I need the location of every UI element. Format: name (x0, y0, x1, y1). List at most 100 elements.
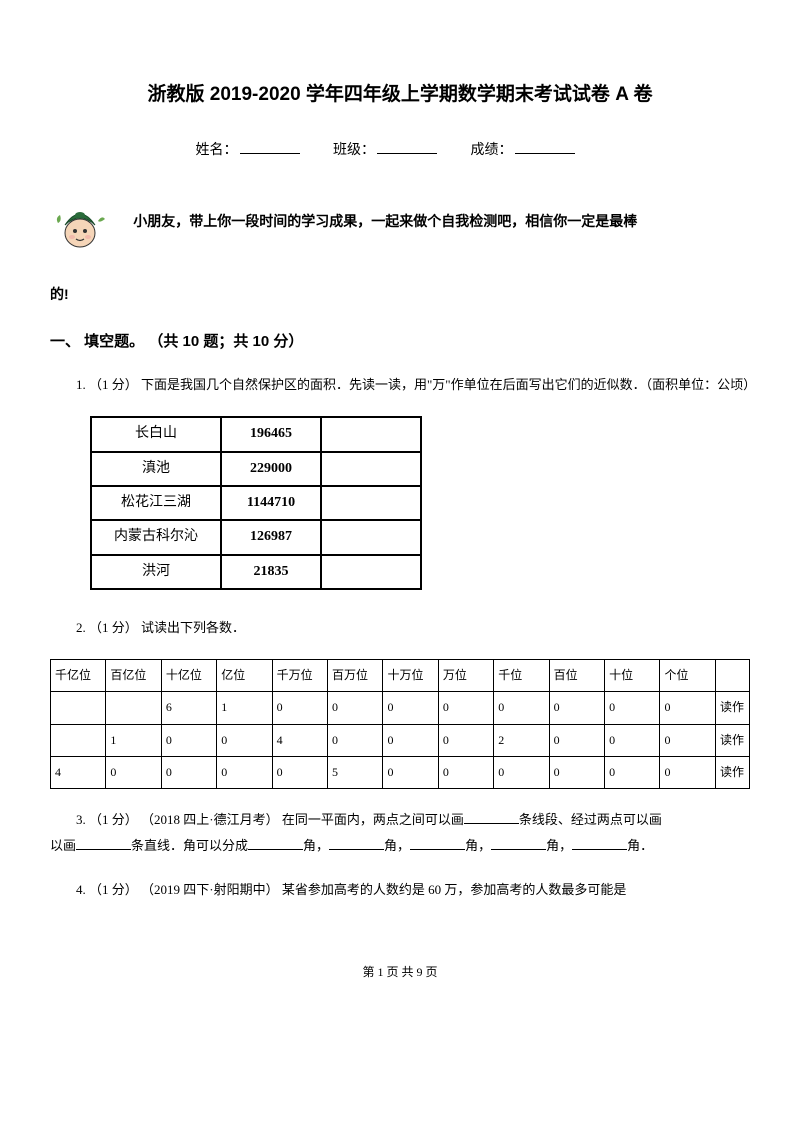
place-value-cell: 0 (660, 756, 716, 788)
place-value-cell: 0 (217, 724, 272, 756)
reserve-answer-cell[interactable] (321, 452, 421, 486)
table-row: 6100000000读作 (51, 692, 750, 724)
place-value-cell: 4 (51, 756, 106, 788)
place-value-cell: 0 (494, 692, 549, 724)
intro-text-1: 小朋友，带上你一段时间的学习成果，一起来做个自我检测吧，相信你一定是最棒 (133, 213, 637, 229)
reserve-answer-cell[interactable] (321, 555, 421, 589)
reserve-answer-cell[interactable] (321, 520, 421, 554)
place-value-cell: 0 (328, 692, 383, 724)
section-1-heading: 一、 填空题。 （共 10 题；共 10 分） (50, 330, 750, 354)
place-value-cell (106, 692, 161, 724)
question-2: 2. （1 分） 试读出下列各数． (50, 615, 750, 641)
q3-blank-2[interactable] (76, 849, 131, 850)
reserve-area-table: 长白山196465滇池229000松花江三湖1144710内蒙古科尔沁12698… (90, 416, 422, 590)
place-value-cell: 2 (494, 724, 549, 756)
place-value-cell: 0 (438, 692, 493, 724)
table-row: 松花江三湖1144710 (91, 486, 421, 520)
class-label: 班级： (333, 143, 375, 158)
place-header-cell: 百万位 (328, 660, 383, 692)
q3-mid1: 条线段、经过两点可以画 (519, 812, 662, 827)
table-row: 滇池229000 (91, 452, 421, 486)
intro-row: 小朋友，带上你一段时间的学习成果，一起来做个自我检测吧，相信你一定是最棒 (50, 193, 750, 253)
table-row: 10040002000读作 (51, 724, 750, 756)
place-value-cell: 0 (161, 724, 216, 756)
q3-line2-prefix: 以画 (50, 838, 76, 853)
place-value-cell: 读作 (716, 756, 750, 788)
place-header-cell: 个位 (660, 660, 716, 692)
q3-blank-3[interactable] (248, 849, 303, 850)
place-header-cell: 千位 (494, 660, 549, 692)
table-row: 长白山196465 (91, 417, 421, 451)
reserve-area-cell: 126987 (221, 520, 321, 554)
page-footer: 第 1 页 共 9 页 (50, 963, 750, 982)
name-label: 姓名： (196, 143, 238, 158)
table-row: 洪河21835 (91, 555, 421, 589)
intro-text-2: 的! (50, 283, 750, 305)
place-header-cell: 千万位 (272, 660, 327, 692)
place-value-cell: 0 (660, 724, 716, 756)
place-header-cell: 万位 (438, 660, 493, 692)
score-blank[interactable] (515, 153, 575, 154)
table-row: 内蒙古科尔沁126987 (91, 520, 421, 554)
place-value-cell: 0 (605, 692, 660, 724)
place-value-cell: 0 (549, 692, 604, 724)
place-value-cell: 0 (328, 724, 383, 756)
place-value-cell: 0 (549, 724, 604, 756)
table-row: 400005000000读作 (51, 756, 750, 788)
place-value-cell: 5 (328, 756, 383, 788)
exam-title: 浙教版 2019-2020 学年四年级上学期数学期末考试试卷 A 卷 (50, 80, 750, 110)
student-info-row: 姓名： 班级： 成绩： (50, 140, 750, 162)
place-header-cell: 十位 (605, 660, 660, 692)
question-3: 3. （1 分） （2018 四上·德江月考） 在同一平面内，两点之间可以画 条线… (50, 807, 750, 859)
q3-suffix: 角． (627, 838, 653, 853)
place-value-cell: 0 (217, 756, 272, 788)
place-header-cell: 百亿位 (106, 660, 161, 692)
place-value-cell: 0 (383, 756, 438, 788)
place-value-cell: 0 (605, 724, 660, 756)
mascot-icon (50, 193, 110, 253)
score-label: 成绩： (471, 143, 513, 158)
place-value-cell (51, 724, 106, 756)
place-header-cell: 十亿位 (161, 660, 216, 692)
place-header-cell: 亿位 (217, 660, 272, 692)
reserve-answer-cell[interactable] (321, 486, 421, 520)
reserve-answer-cell[interactable] (321, 417, 421, 451)
place-value-cell: 读作 (716, 692, 750, 724)
place-value-cell: 0 (272, 756, 327, 788)
q3-blank-6[interactable] (491, 849, 546, 850)
q3-prefix: 3. （1 分） （2018 四上·德江月考） 在同一平面内，两点之间可以画 (76, 812, 464, 827)
place-value-cell: 0 (383, 692, 438, 724)
place-value-cell: 0 (106, 756, 161, 788)
place-value-table: 千亿位百亿位十亿位亿位千万位百万位十万位万位千位百位十位个位6100000000… (50, 659, 750, 789)
reserve-name-cell: 长白山 (91, 417, 221, 451)
place-header-cell: 十万位 (383, 660, 438, 692)
reserve-area-cell: 196465 (221, 417, 321, 451)
place-value-cell (51, 692, 106, 724)
q3-blank-5[interactable] (410, 849, 465, 850)
question-1: 1. （1 分） 下面是我国几个自然保护区的面积．先读一读，用"万"作单位在后面… (50, 372, 750, 398)
place-value-cell: 0 (660, 692, 716, 724)
q3-blank-4[interactable] (329, 849, 384, 850)
place-value-cell: 0 (438, 756, 493, 788)
place-header-cell: 千亿位 (51, 660, 106, 692)
place-header-cell: 百位 (549, 660, 604, 692)
place-value-cell: 1 (106, 724, 161, 756)
q3-blank-7[interactable] (572, 849, 627, 850)
name-blank[interactable] (240, 153, 300, 154)
place-value-cell: 0 (494, 756, 549, 788)
q3-mid2: 条直线．角可以分成 (131, 838, 248, 853)
reserve-name-cell: 内蒙古科尔沁 (91, 520, 221, 554)
q3-mid5: 角， (465, 838, 491, 853)
q3-mid3: 角， (303, 838, 329, 853)
place-value-cell: 0 (272, 692, 327, 724)
reserve-name-cell: 洪河 (91, 555, 221, 589)
q3-blank-1[interactable] (464, 823, 519, 824)
reserve-name-cell: 滇池 (91, 452, 221, 486)
class-blank[interactable] (377, 153, 437, 154)
place-value-cell: 6 (161, 692, 216, 724)
q3-mid6: 角， (546, 838, 572, 853)
reserve-area-cell: 229000 (221, 452, 321, 486)
place-value-cell: 读作 (716, 724, 750, 756)
place-value-cell: 0 (383, 724, 438, 756)
place-value-cell: 0 (438, 724, 493, 756)
